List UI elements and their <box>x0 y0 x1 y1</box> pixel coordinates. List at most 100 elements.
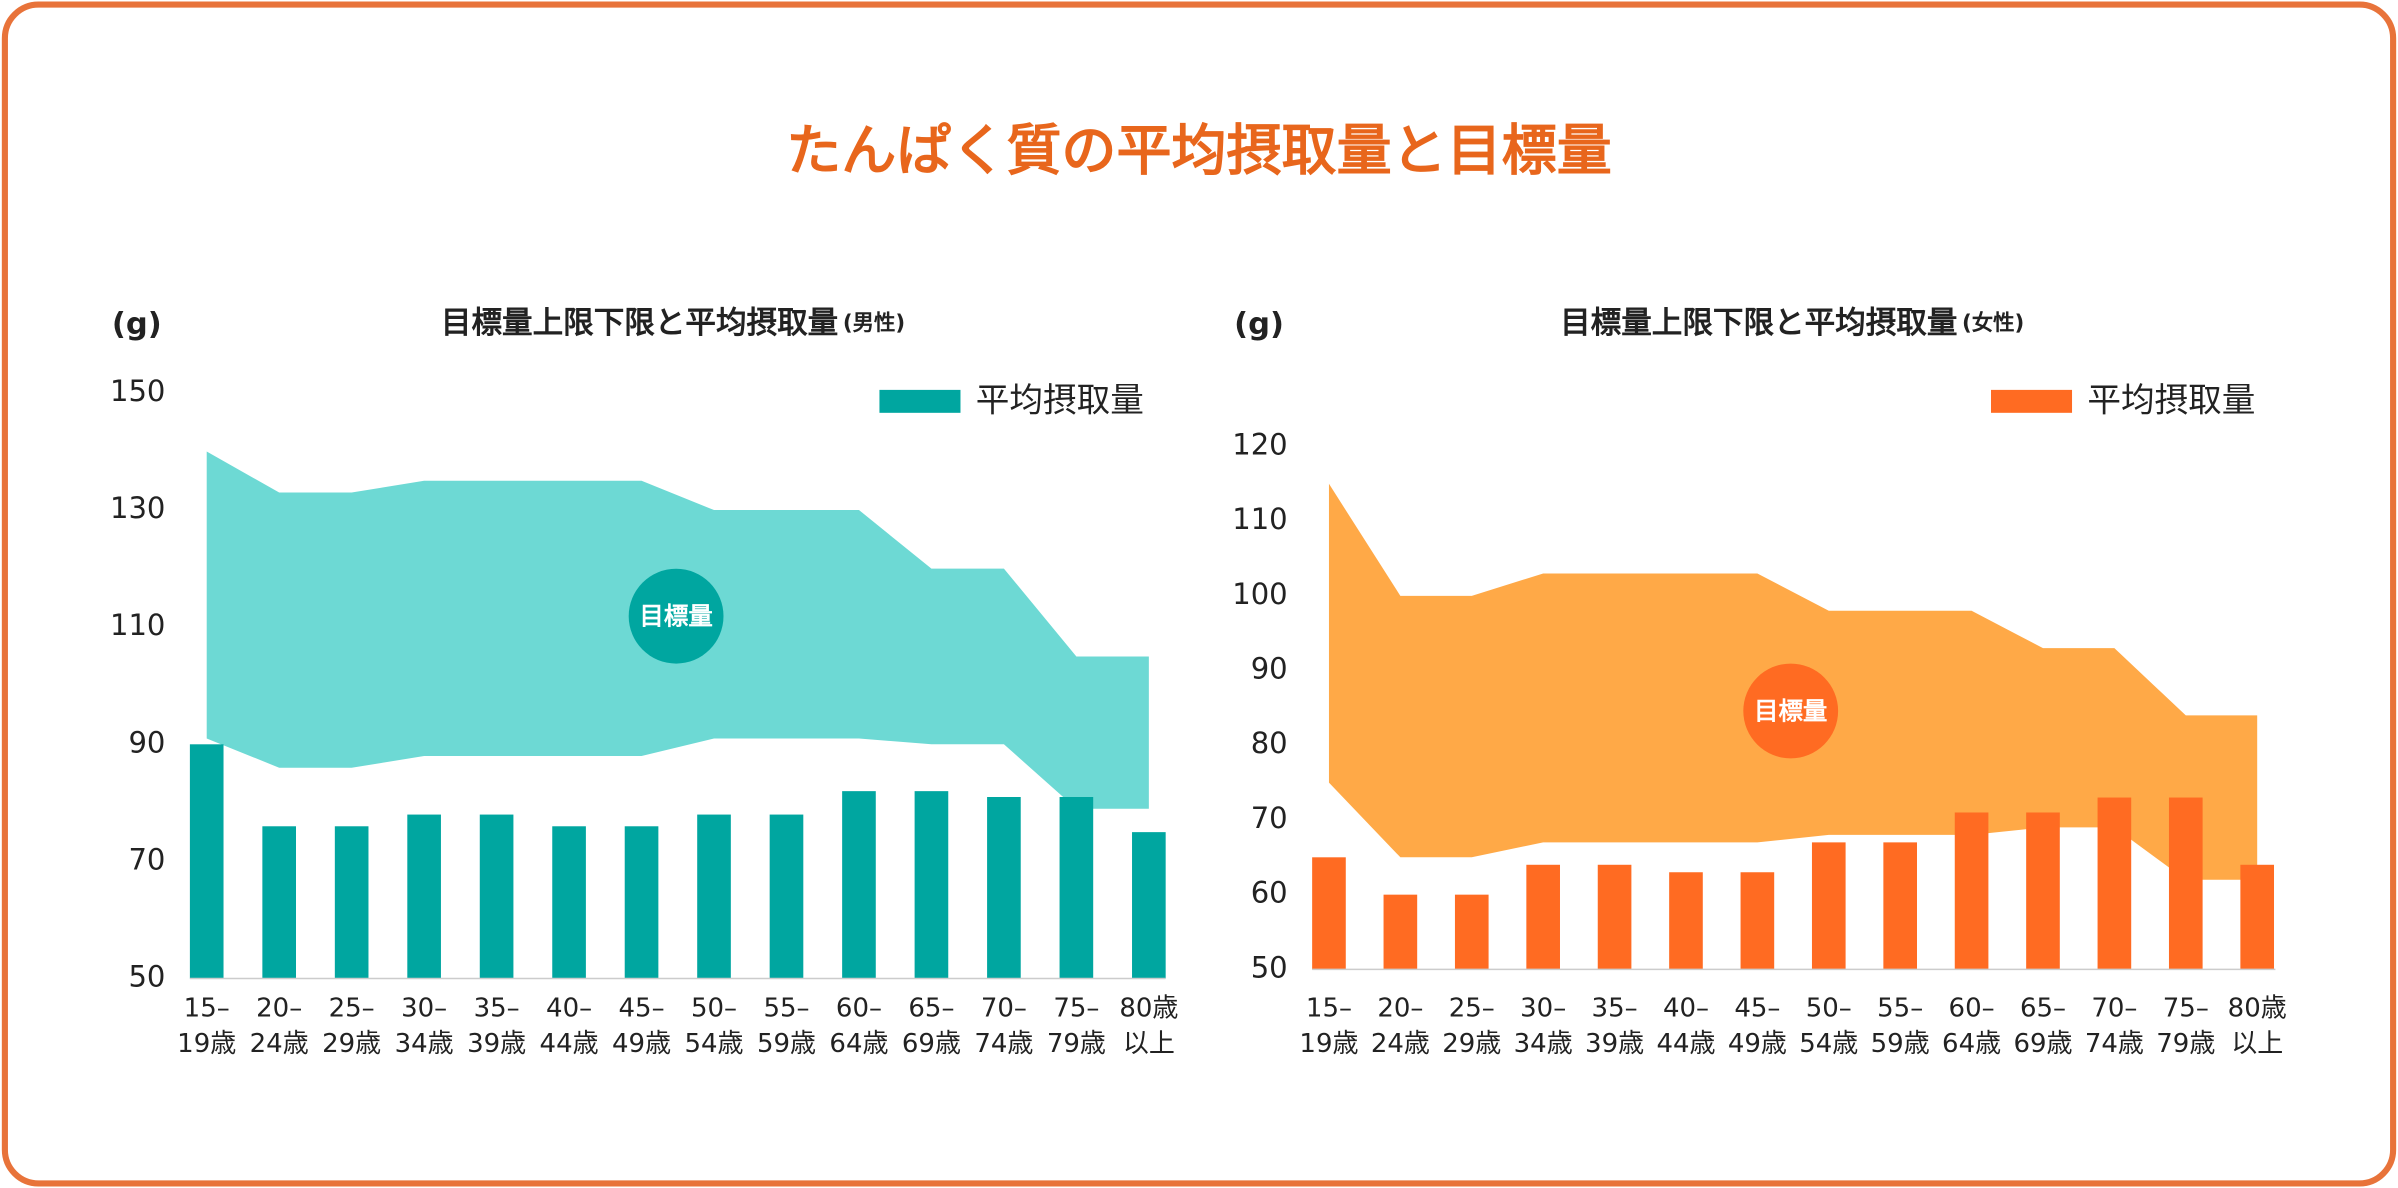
x-tick-label: 80歳 <box>1119 994 1178 1024</box>
bar <box>334 826 369 979</box>
x-tick-label: 55– <box>763 994 809 1024</box>
y-axis-label: (g) <box>112 307 162 342</box>
x-tick-label: 39歳 <box>1585 1029 1644 1059</box>
y-axis-label: (g) <box>1234 307 1284 342</box>
target-badge <box>628 568 724 664</box>
x-tick-label: 55– <box>1877 994 1923 1024</box>
title-main: 目標量上限下限と平均摂取量 <box>1560 306 1957 341</box>
x-tick-label: 20– <box>1377 994 1423 1024</box>
x-tick-label: 45– <box>1734 994 1780 1024</box>
x-tick-label: 45– <box>619 994 665 1024</box>
target-label: 目標量 <box>639 602 712 631</box>
y-tick-label: 80 <box>1251 726 1288 760</box>
x-tick-label: 70– <box>2091 994 2137 1024</box>
bar <box>624 826 659 979</box>
x-tick-label: 30– <box>1520 994 1566 1024</box>
x-tick-label: 79歳 <box>1047 1029 1106 1059</box>
bar <box>1454 894 1489 970</box>
bar <box>914 791 949 979</box>
y-tick-label: 70 <box>1251 801 1288 835</box>
y-tick-label: 110 <box>110 608 165 642</box>
y-tick-label: 130 <box>110 491 165 525</box>
x-tick-label: 15– <box>184 994 230 1024</box>
bar <box>1312 857 1346 970</box>
x-tick-label: 40– <box>546 994 592 1024</box>
bar <box>769 814 804 979</box>
bar <box>1669 872 1703 970</box>
x-tick-label: 39歳 <box>467 1029 526 1059</box>
x-tick-label: 74歳 <box>2085 1029 2144 1059</box>
bar <box>697 814 731 979</box>
x-tick-label: 19歳 <box>177 1029 236 1059</box>
x-tick-label: 50– <box>1806 994 1852 1024</box>
x-tick-label: 65– <box>2020 994 2066 1024</box>
x-tick-label: 35– <box>1592 994 1638 1024</box>
chart-title: 目標量上限下限と平均摂取量 (男性) <box>441 306 905 341</box>
x-tick-label: 40– <box>1663 994 1709 1024</box>
bar <box>1883 842 1917 970</box>
bar <box>2168 797 2203 970</box>
bar <box>1132 832 1166 979</box>
bar <box>262 826 296 979</box>
bar <box>189 744 224 979</box>
x-tick-label: 64歳 <box>1942 1029 2001 1059</box>
y-tick-label: 150 <box>110 374 165 408</box>
bar <box>987 796 1021 979</box>
x-tick-label: 59歳 <box>1871 1029 1930 1059</box>
y-tick-label: 70 <box>128 842 165 876</box>
bar <box>1954 812 1989 970</box>
y-tick-label: 110 <box>1232 502 1287 536</box>
x-tick-label: 29歳 <box>1442 1029 1501 1059</box>
x-tick-label: 以上 <box>1123 1029 1175 1059</box>
x-tick-label: 75– <box>2163 994 2209 1024</box>
legend-swatch <box>879 389 961 413</box>
x-tick-label: 25– <box>1449 994 1495 1024</box>
page-title: たんぱく質の平均摂取量と目標量 <box>786 119 1611 183</box>
bar <box>1740 872 1775 970</box>
bar <box>2240 864 2275 970</box>
y-tick-label: 120 <box>1232 427 1287 461</box>
x-tick-label: 59歳 <box>757 1029 816 1059</box>
x-tick-label: 69歳 <box>2013 1029 2072 1059</box>
y-tick-label: 90 <box>1251 652 1288 686</box>
x-tick-label: 24歳 <box>250 1029 309 1059</box>
x-tick-label: 80歳 <box>2228 994 2287 1024</box>
x-tick-label: 49歳 <box>612 1029 671 1059</box>
y-tick-label: 60 <box>1251 876 1288 910</box>
x-tick-label: 25– <box>329 994 375 1024</box>
legend-label: 平均摂取量 <box>976 381 1144 420</box>
x-tick-label: 29歳 <box>322 1029 381 1059</box>
bar <box>1597 864 1632 970</box>
x-tick-label: 75– <box>1053 994 1099 1024</box>
x-tick-label: 49歳 <box>1728 1029 1787 1059</box>
x-tick-label: 69歳 <box>902 1029 961 1059</box>
x-tick-label: 50– <box>691 994 737 1024</box>
x-tick-label: 79歳 <box>2156 1029 2215 1059</box>
bar <box>552 826 586 979</box>
x-tick-label: 60– <box>836 994 882 1024</box>
y-tick-label: 90 <box>128 725 165 759</box>
y-tick-label: 50 <box>128 960 165 994</box>
x-tick-label: 15– <box>1306 994 1352 1024</box>
title-sub: (男性) <box>843 311 905 336</box>
x-tick-label: 30– <box>401 994 447 1024</box>
bar <box>842 791 876 979</box>
target-label: 目標量 <box>1754 696 1827 725</box>
x-tick-label: 34歳 <box>1514 1029 1573 1059</box>
x-tick-label: 44歳 <box>540 1029 599 1059</box>
bar <box>2097 797 2132 970</box>
x-tick-label: 70– <box>981 994 1027 1024</box>
bar <box>407 814 441 979</box>
x-tick-label: 19歳 <box>1299 1029 1358 1059</box>
bar <box>1811 842 1846 970</box>
bar <box>1383 894 1418 970</box>
legend-label: 平均摂取量 <box>2087 381 2255 420</box>
target-badge <box>1743 663 1839 759</box>
y-tick-label: 50 <box>1251 950 1288 984</box>
x-tick-label: 65– <box>908 994 954 1024</box>
x-tick-label: 60– <box>1949 994 1995 1024</box>
x-tick-label: 64歳 <box>829 1029 888 1059</box>
bar <box>1526 864 1560 970</box>
title-sub: (女性) <box>1962 310 2024 336</box>
